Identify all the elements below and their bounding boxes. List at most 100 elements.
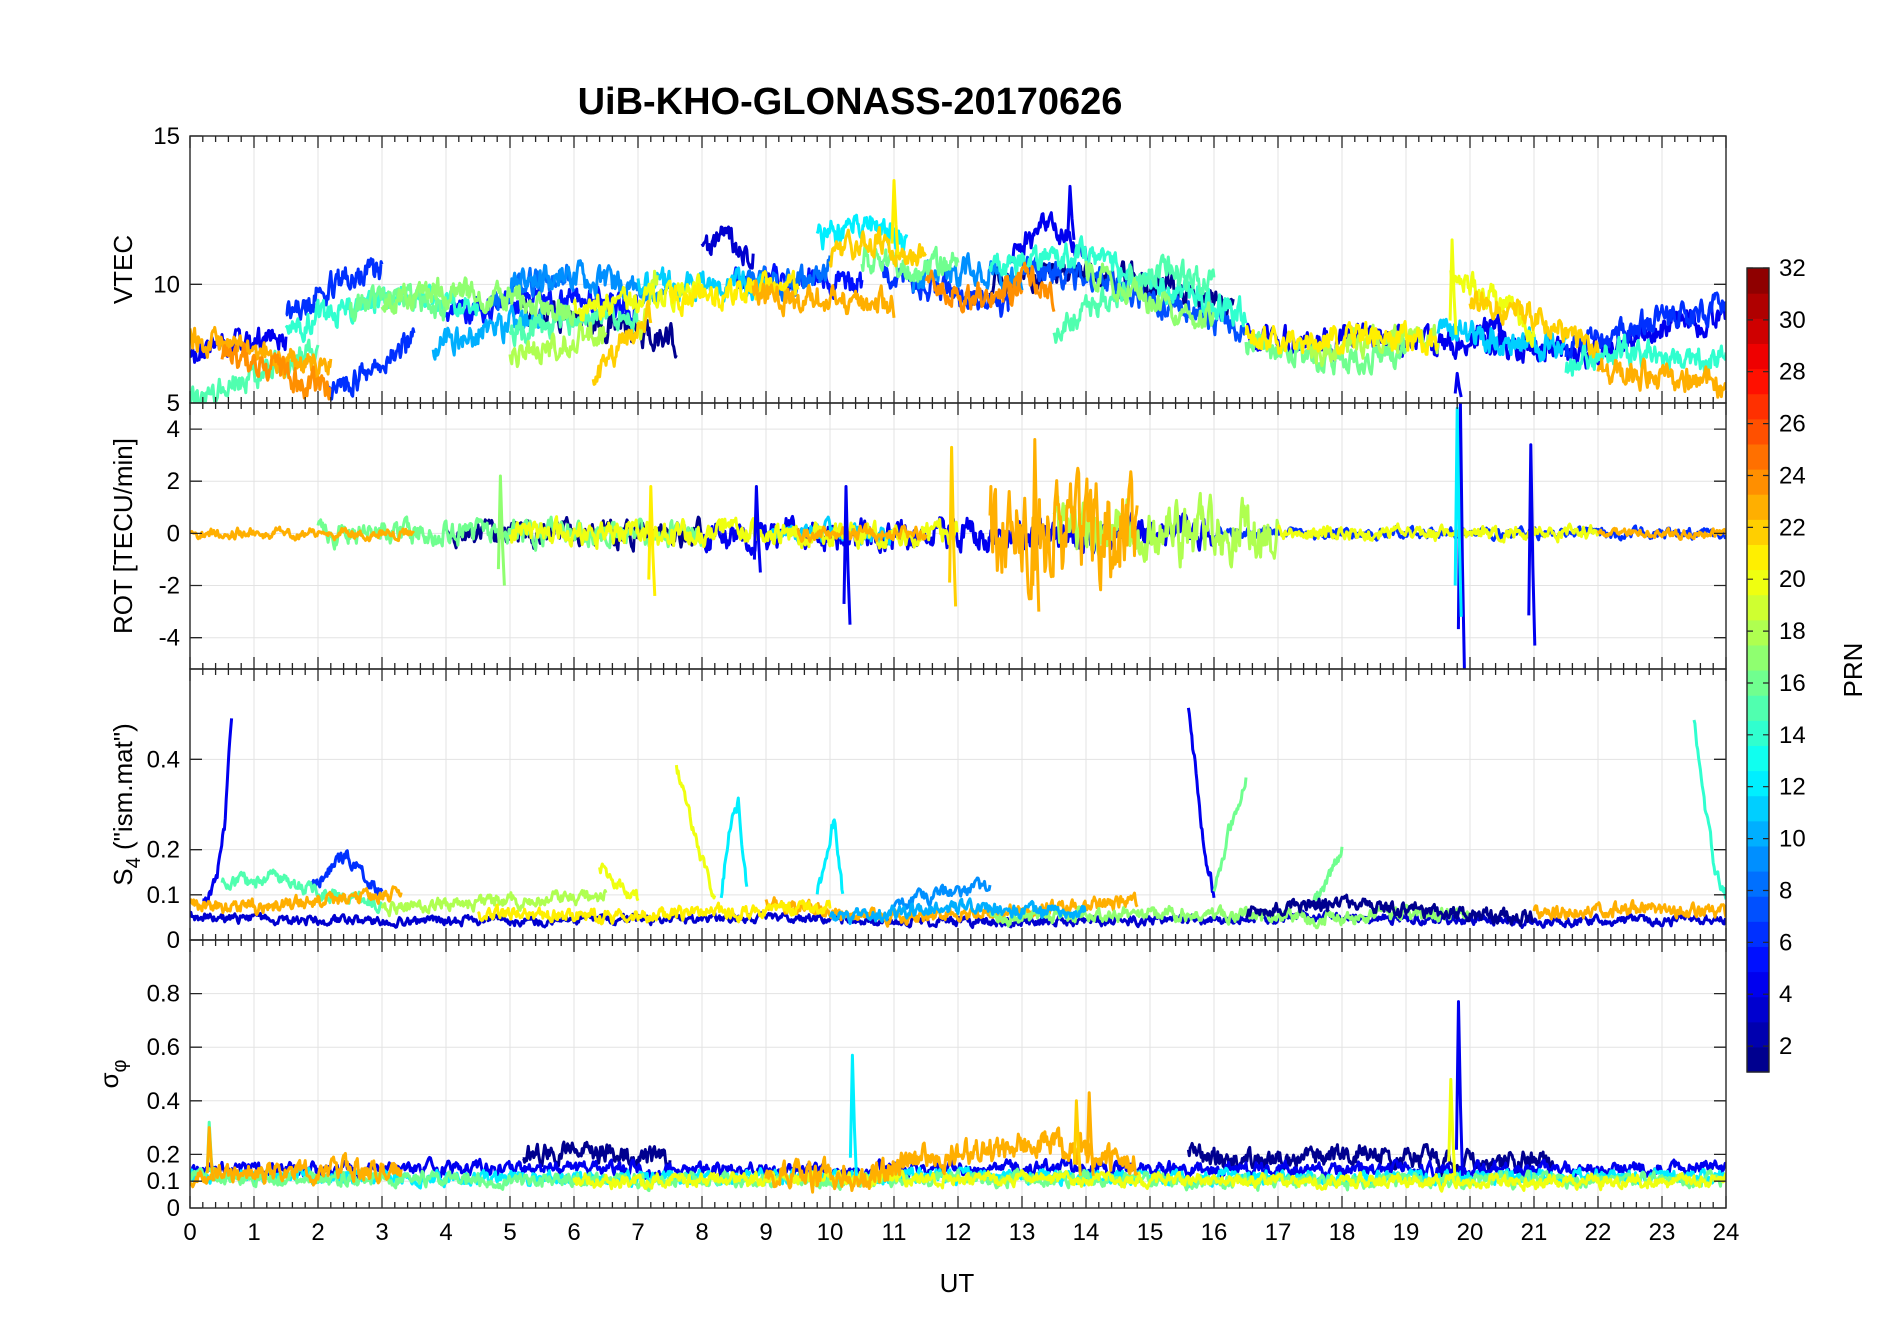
colorbar-level [1747,418,1769,445]
colorbar-tick-label: 8 [1779,877,1792,904]
series-vtec-prn23-45 [1596,357,1726,399]
y-tick-label-sigma: 0 [167,1195,180,1222]
series-s4-prn1-19 [1245,893,1536,927]
y-tick-label-s4: 0 [167,927,180,954]
x-tick-label: 3 [375,1219,388,1246]
spike-sigma-prn12-2 [848,1053,858,1176]
y-axis-label-sigma: σφ [94,1059,131,1088]
y-tick-label-sigma: 0.4 [147,1088,180,1115]
colorbar-level [1747,896,1769,922]
colorbar-level [1747,443,1769,470]
series-s4-prn21-17 [476,899,832,926]
series-vtec-prn24-46 [220,342,332,401]
series-vtec-prn4-3 [190,326,288,364]
series-group-s4 [190,707,1726,930]
series-vtec-prn14-23 [988,235,1248,328]
series-vtec-prn6-9 [285,257,384,321]
series-sigma-prn1-1 [1186,1141,1555,1178]
colorbar-frame [1746,267,1770,1073]
spike-rot-prn4-3 [842,484,852,625]
series-rot-prn20-6 [508,515,960,550]
series-s4-prn20-13 [598,862,640,902]
series-group-sigma [190,1000,1726,1194]
series-s4-prn16-10 [1308,846,1344,907]
x-tick-label: 6 [567,1219,580,1246]
colorbar-level [1747,268,1769,294]
colorbar-level [1747,594,1769,621]
colorbar-tick-label: 26 [1779,411,1806,438]
series-rot-prn20-7 [1276,522,1600,544]
x-tick-label: 1 [247,1219,260,1246]
series-vtec-prn22-41 [828,226,927,268]
x-tick-label: 18 [1329,1219,1356,1246]
colorbar-level [1747,921,1769,947]
colorbar-tick-label: 24 [1779,462,1806,489]
y-tick-label-sigma: 0.8 [147,981,180,1008]
series-vtec-prn11-19 [636,266,768,303]
series-group-vtec [190,179,1726,403]
y-axis-label-sub: φ [109,1059,131,1072]
spike-rot-prn4-8 [752,484,762,573]
series-vtec-prn18-33 [508,321,608,369]
x-tick-label: 0 [183,1219,196,1246]
series-vtec-prn20-36 [572,273,704,322]
colorbar-level [1747,770,1769,797]
series-vtec-prn23-43 [190,325,333,380]
x-tick-label: 9 [759,1219,772,1246]
tick-marks-vtec [189,135,1727,403]
colorbar-level [1747,820,1769,847]
x-tick-label: 11 [882,1219,907,1246]
chart-title: UiB-KHO-GLONASS-20170626 [578,81,1123,123]
series-vtec-prn11-20 [1436,317,1568,363]
x-tick-label: 7 [631,1219,644,1246]
series-s4-prn12-6 [815,818,845,895]
colorbar-level [1747,343,1769,370]
colorbar-level [1747,494,1769,520]
colorbar-tick-label: 6 [1779,929,1792,956]
spike-rot-prn22-7 [948,445,958,607]
spike-sigma-prn20-1 [1447,1077,1457,1176]
y-axis-label-rot: ROT [TECU/min] [108,438,138,634]
series-vtec-prn6-10 [323,327,416,401]
y-tick-label-s4: 0.2 [147,837,180,864]
series-s4-prn10-20 [828,897,1087,926]
colorbar-level [1747,544,1769,571]
colorbar-level [1747,795,1769,822]
y-tick-label-vtec: 5 [167,390,180,417]
colorbar-tick-label: 12 [1779,774,1806,801]
x-tick-label: 4 [439,1219,452,1246]
series-rot-prn23-8 [190,525,415,543]
x-tick-label: 5 [503,1219,516,1246]
y-tick-label-rot: 0 [167,520,180,547]
colorbar-tick-label: 28 [1779,359,1806,386]
tick-marks-sigma [189,940,1727,1209]
series-vtec-prn3-2 [700,225,755,270]
y-axis-label-main: σ [94,1072,124,1088]
x-tick-label: 10 [817,1219,844,1246]
x-tick-label: 22 [1585,1219,1612,1246]
colorbar-level [1747,644,1769,671]
colorbar-ticks [1747,267,1769,1047]
series-group-rot [190,403,1726,669]
colorbar-tick-label: 32 [1779,255,1806,282]
series-vtec-prn24-48 [1001,261,1056,312]
series-rot-prn23-10 [988,466,1139,601]
spike-vtec-prn20-0 [1448,238,1458,335]
series-vtec-prn17-31 [380,276,576,327]
x-tick-label: 2 [311,1219,324,1246]
series-sigma-prn1-0 [522,1140,672,1173]
tick-marks-s4 [189,669,1727,941]
colorbar-level [1747,393,1769,420]
colorbar-level [1747,1021,1769,1048]
colorbar-level [1747,946,1769,973]
x-tick-label: 23 [1649,1219,1676,1246]
colorbar-tick-label: 4 [1779,981,1792,1008]
colorbar-level [1747,318,1769,344]
series-vtec-prn22-40 [591,300,653,386]
y-tick-label-sigma: 0.6 [147,1034,180,1061]
series-s4-prn16-9 [1212,777,1248,892]
series-s4-prn23-15 [764,891,1139,928]
series-s4-prn12-5 [719,796,749,899]
